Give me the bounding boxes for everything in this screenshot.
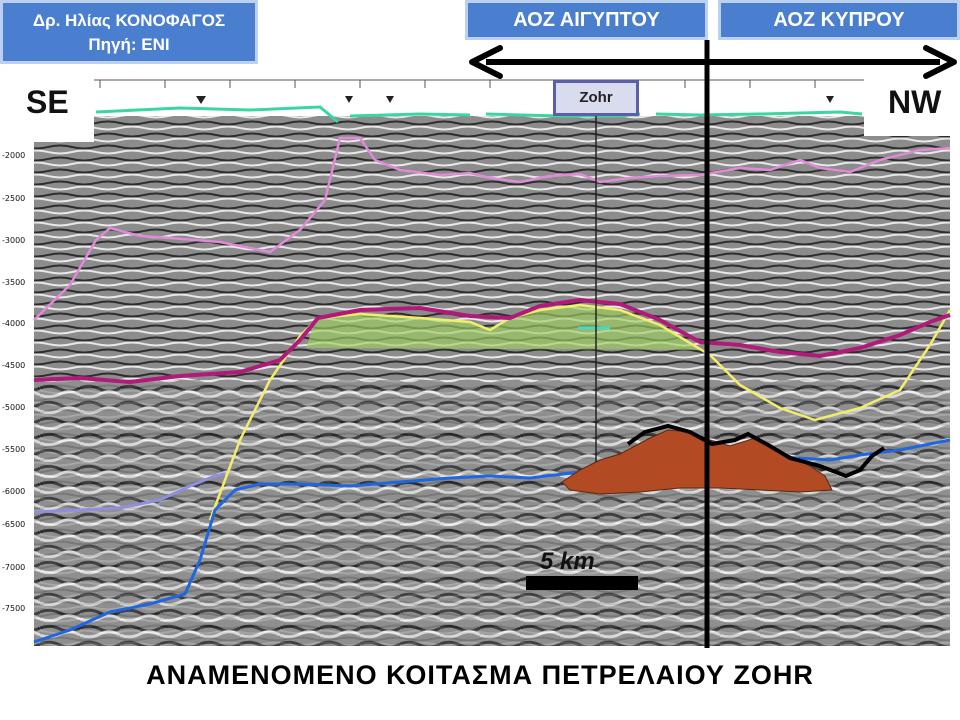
scale-label: 5 km bbox=[540, 548, 595, 575]
depth-tick: -4000 bbox=[2, 319, 25, 328]
depth-tick: -2500 bbox=[2, 194, 25, 203]
trap-outline bbox=[626, 423, 886, 479]
depth-tick: -6500 bbox=[2, 520, 25, 529]
magenta-horizon bbox=[33, 297, 951, 385]
depth-axis: -2000 -2500 -3000 -3500 -4000 -4500 -500… bbox=[2, 151, 25, 613]
depth-tick: -2000 bbox=[2, 151, 25, 160]
author-name: Δρ. Ηλίας ΚΟΝΟΦΑΓΟΣ bbox=[32, 11, 226, 30]
depth-tick: -6000 bbox=[2, 487, 25, 496]
depth-tick: -4500 bbox=[2, 361, 25, 370]
direction-nw-label: NW bbox=[888, 84, 942, 120]
direction-se-label: SE bbox=[26, 84, 69, 120]
lavender-horizon bbox=[33, 472, 226, 514]
upper-horizon bbox=[33, 136, 951, 321]
carbonate-reef bbox=[306, 305, 700, 350]
depth-tick: -3500 bbox=[2, 278, 25, 287]
depth-tick: -5500 bbox=[2, 445, 25, 454]
depth-tick: -7500 bbox=[2, 604, 25, 613]
cyprus-eez-label: ΑΟΖ ΚΥΠΡΟΥ bbox=[718, 0, 960, 40]
double-arrow bbox=[469, 45, 957, 79]
source-credit: Πηγή: ENI bbox=[88, 35, 170, 54]
depth-tick: -5000 bbox=[2, 403, 25, 412]
author-source-box: Δρ. Ηλίας ΚΟΝΟΦΑΓΟΣ Πηγή: ENI bbox=[0, 0, 258, 64]
scale-bar bbox=[526, 576, 638, 590]
zohr-well-label: Zohr bbox=[553, 80, 639, 116]
seafloor-horizon bbox=[95, 105, 863, 124]
page-caption: ΑΝΑΜΕΝΟΜΕΝΟ ΚΟΙΤΑΣΜΑ ΠΕΤΡΕΛΑΙΟΥ ZOHR bbox=[146, 660, 814, 690]
egypt-eez-label: ΑΟΖ ΑΙΓΥΠΤΟΥ bbox=[465, 0, 708, 40]
depth-tick: -3000 bbox=[2, 236, 25, 245]
depth-tick: -7000 bbox=[2, 563, 25, 572]
